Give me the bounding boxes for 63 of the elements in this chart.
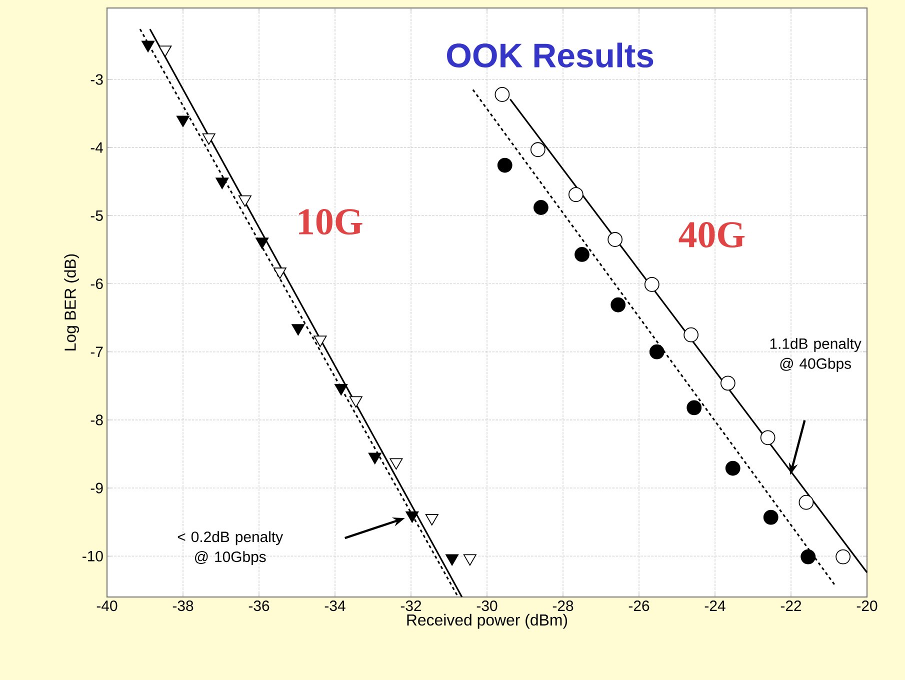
y-tick-label: -3: [90, 74, 103, 85]
point: [446, 554, 459, 566]
point: [273, 268, 286, 279]
point: [334, 384, 348, 396]
x-tick-label: -20: [856, 600, 878, 612]
point: [720, 376, 736, 391]
point: [349, 396, 362, 408]
y-tick-label: -8: [90, 414, 103, 426]
y-tick-label: -6: [90, 278, 103, 290]
point: [314, 336, 327, 348]
point: [256, 238, 269, 249]
x-tick-label: -38: [172, 600, 194, 612]
point: [368, 452, 382, 464]
annotation: 10G: [299, 209, 362, 235]
point: [644, 276, 660, 292]
point: [760, 430, 776, 446]
x-axis-title: Received power (dBm): [407, 614, 568, 629]
annotation: < 0.2dB penalty @ 10Gbps: [178, 531, 284, 566]
x-tick-label: -34: [324, 600, 346, 612]
y-axis-title: Log BER (dB): [64, 254, 80, 350]
point: [725, 460, 740, 476]
point: [608, 232, 623, 247]
x-tick-label: -36: [248, 600, 270, 612]
y-tick-label: -4: [90, 142, 104, 153]
point: [684, 327, 699, 342]
point: [800, 549, 816, 564]
x-tick-label: -40: [96, 600, 118, 612]
point: [390, 458, 403, 470]
annotation: 1.1dB penalty @ 40Gbps: [770, 338, 862, 372]
x-tick-label: -30: [476, 600, 498, 612]
point: [463, 554, 476, 566]
x-tick-label: -22: [780, 600, 802, 611]
point: [202, 133, 216, 145]
y-tick-label: -9: [90, 482, 103, 494]
point: [686, 400, 702, 416]
point: [798, 494, 814, 510]
x-tick-label: -26: [628, 600, 650, 612]
x-tick-label: -24: [704, 600, 726, 611]
point: [158, 46, 172, 57]
point: [216, 178, 229, 190]
point: [494, 87, 510, 102]
y-tick-label: -10: [82, 550, 103, 562]
point: [176, 116, 190, 128]
point: [610, 297, 626, 312]
point: [406, 511, 419, 523]
point: [142, 40, 155, 52]
x-tick-label: -28: [552, 600, 574, 612]
point: [568, 187, 584, 202]
point: [530, 142, 546, 158]
point: [238, 195, 252, 207]
x-tick-label: -32: [400, 600, 422, 612]
point: [836, 549, 851, 564]
point: [292, 324, 305, 336]
point: [497, 158, 512, 173]
point: [574, 247, 590, 262]
y-tick-label: -5: [90, 210, 103, 221]
y-tick-label: -7: [90, 346, 103, 357]
point: [425, 514, 438, 526]
point: [763, 510, 778, 525]
point: [534, 200, 548, 215]
annotation: 40G: [678, 222, 745, 248]
text: OOK Results: [447, 42, 654, 68]
point: [649, 344, 664, 360]
